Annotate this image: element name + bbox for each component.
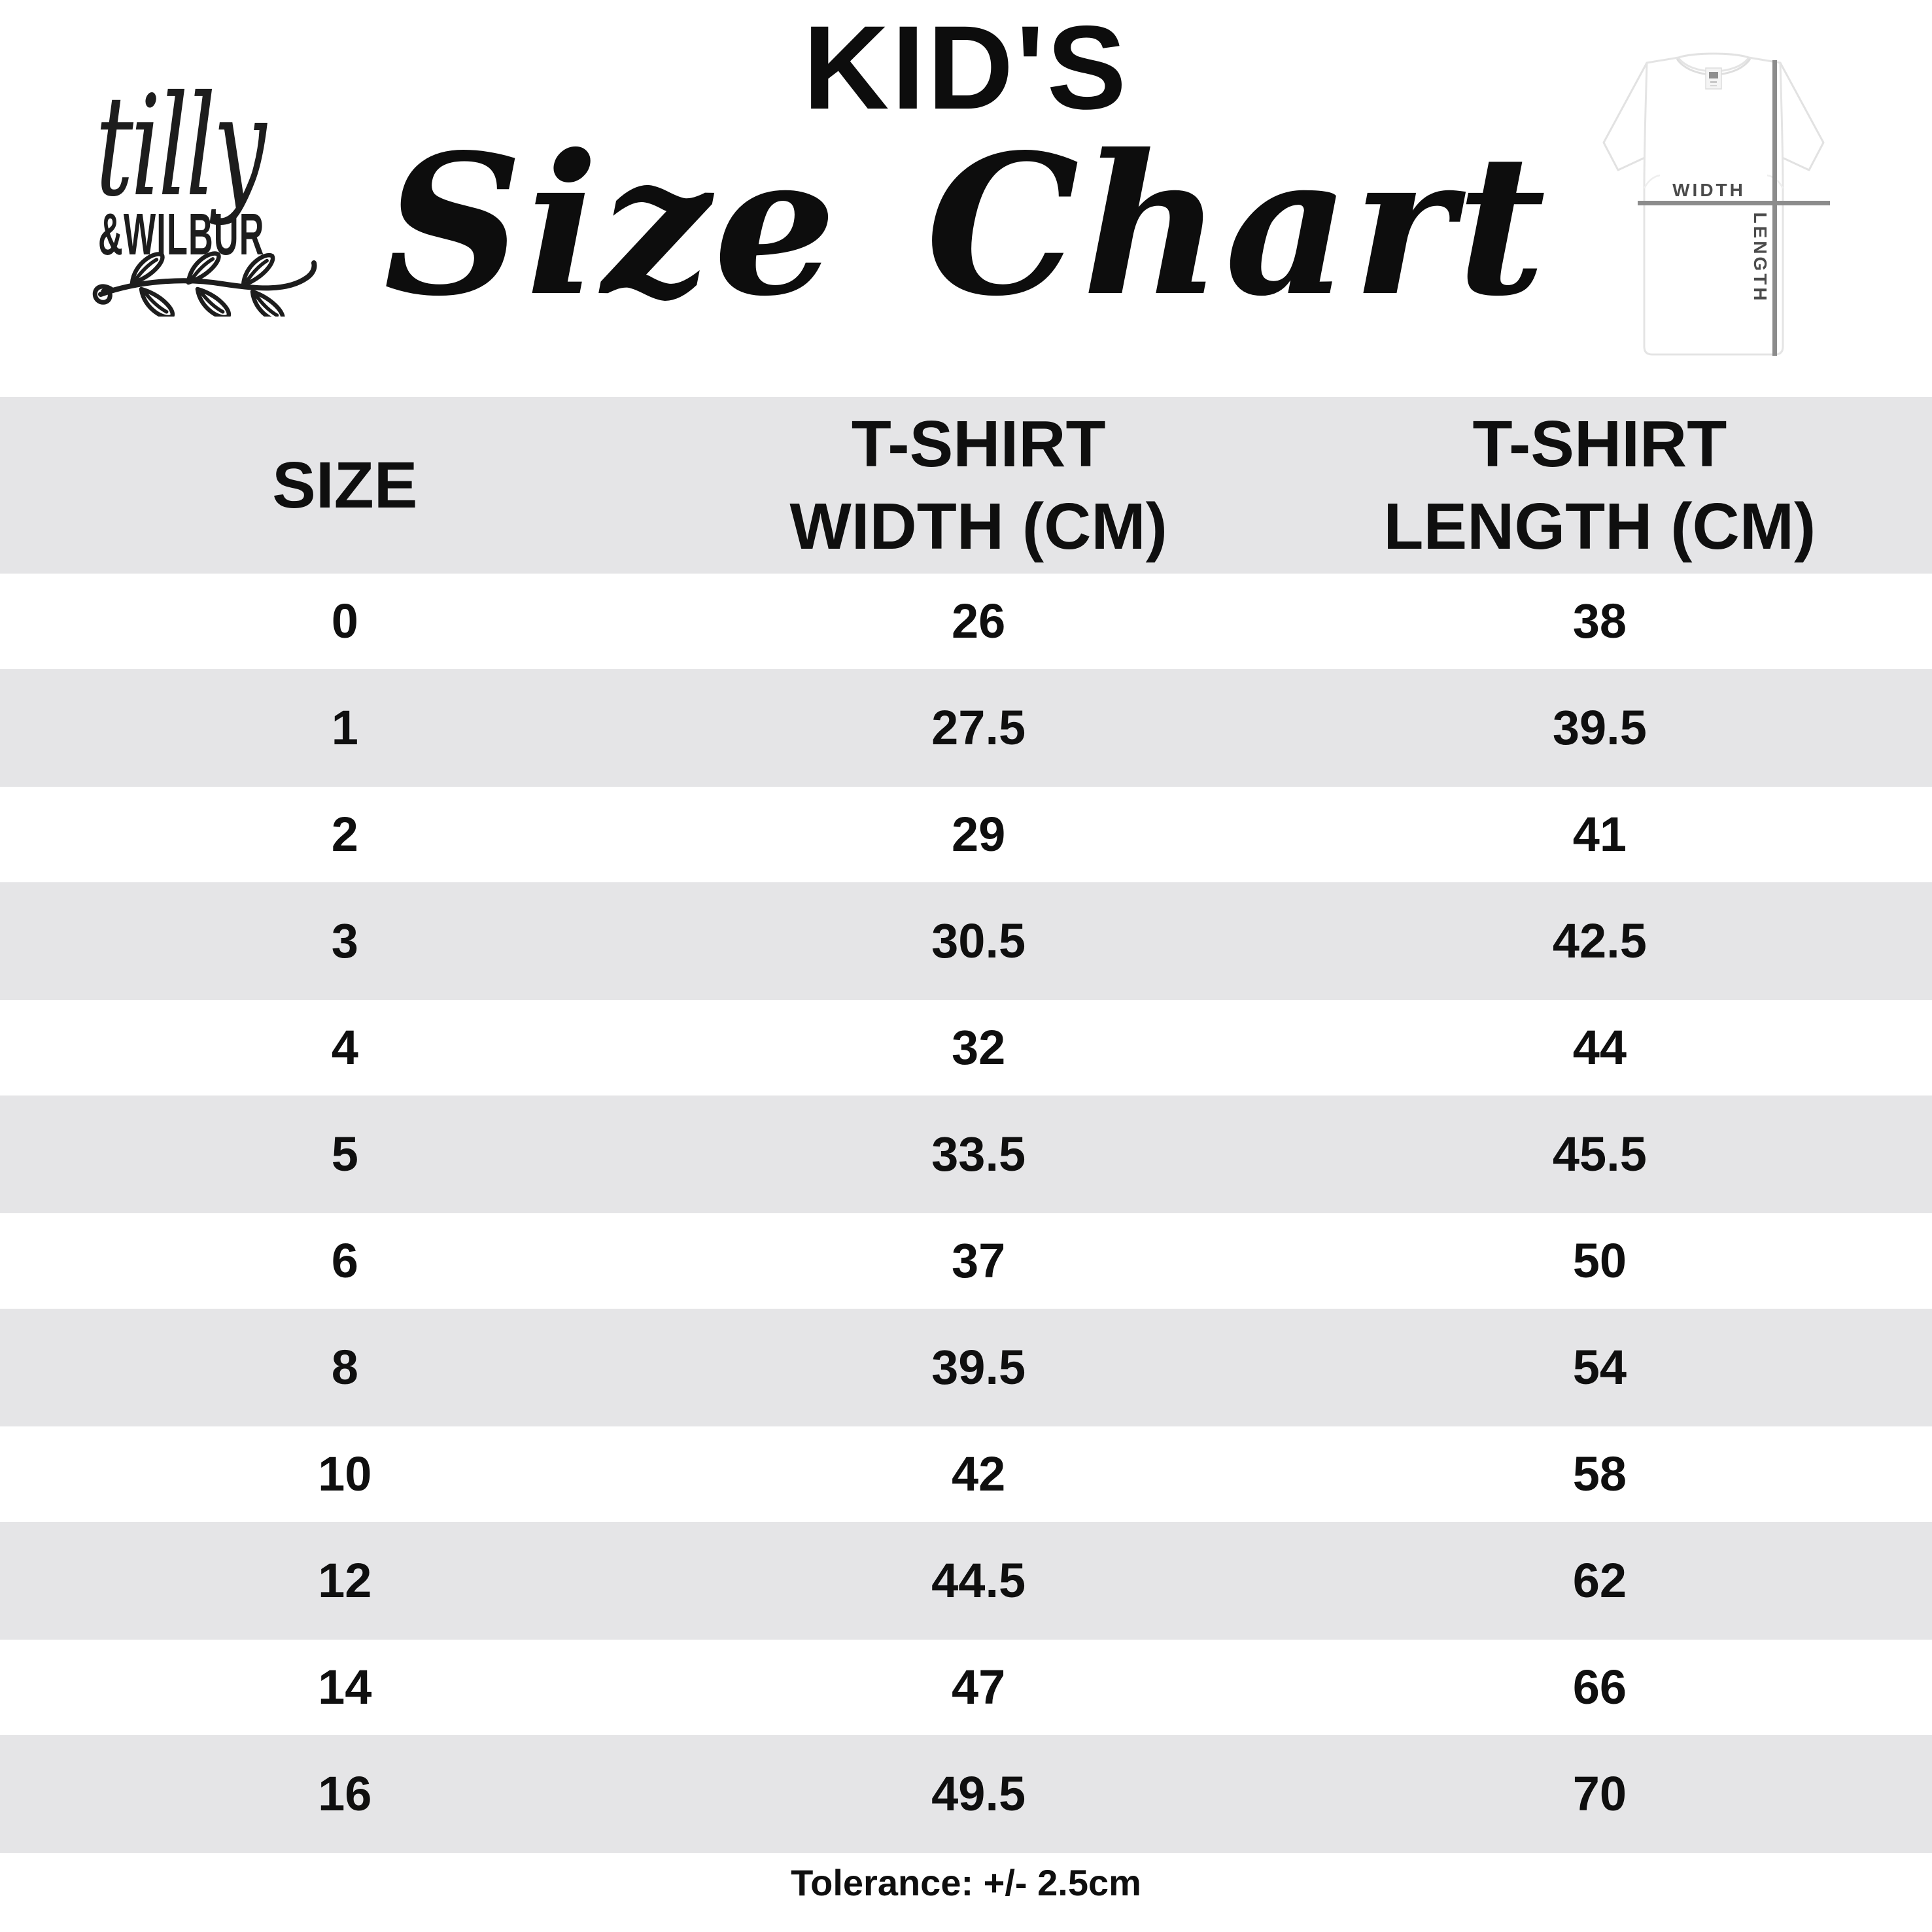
tshirt-collar-top [1678, 52, 1750, 59]
length-cell: 45.5 [1552, 1127, 1647, 1181]
length-cell: 38 [1572, 594, 1627, 648]
column-header-length: T-SHIRT LENGTH (CM) [1383, 407, 1816, 563]
length-measure-line [1772, 60, 1777, 356]
tshirt-body [1643, 56, 1784, 356]
title-kicker: KID'S [802, 1, 1130, 134]
table-row: 3 30.5 42.5 [0, 882, 1932, 1000]
length-cell: 42.5 [1552, 914, 1647, 968]
length-cell: 58 [1572, 1447, 1627, 1501]
brand-name-script: tilly [95, 65, 266, 227]
size-cell: 5 [331, 1127, 358, 1181]
width-cell: 47 [952, 1660, 1006, 1714]
width-cell: 39.5 [931, 1340, 1026, 1394]
table-row: 6 37 50 [0, 1213, 1932, 1309]
tolerance-note: Tolerance: +/- 2.5cm [791, 1862, 1141, 1903]
size-table: SIZE T-SHIRT WIDTH (CM) T-SHIRT LENGTH (… [0, 397, 1932, 1853]
width-cell: 37 [952, 1233, 1006, 1288]
table-row: 1 27.5 39.5 [0, 669, 1932, 787]
width-measure-line [1638, 201, 1830, 205]
brand-name-caps: &WILBUR [98, 202, 265, 267]
length-cell: 62 [1572, 1553, 1627, 1608]
table-row: 12 44.5 62 [0, 1522, 1932, 1640]
length-cell: 70 [1572, 1767, 1627, 1821]
page-title: Size Chart [383, 112, 1549, 339]
width-cell: 27.5 [931, 700, 1026, 755]
table-row: 10 42 58 [0, 1426, 1932, 1522]
width-cell: 33.5 [931, 1127, 1026, 1181]
width-cell: 26 [952, 594, 1006, 648]
width-cell: 44.5 [931, 1553, 1026, 1608]
size-cell: 8 [331, 1340, 358, 1394]
tshirt-neck-tag [1705, 67, 1722, 90]
size-cell: 0 [331, 594, 358, 648]
size-cell: 16 [318, 1767, 372, 1821]
length-cell: 44 [1572, 1020, 1627, 1075]
column-header-size: SIZE [272, 449, 418, 522]
length-cell: 41 [1572, 807, 1627, 861]
width-cell: 30.5 [931, 914, 1026, 968]
table-row: 8 39.5 54 [0, 1309, 1932, 1426]
width-cell: 32 [952, 1020, 1006, 1075]
table-row: 16 49.5 70 [0, 1735, 1932, 1853]
table-row: 5 33.5 45.5 [0, 1095, 1932, 1213]
length-diagram-label: LENGTH [1750, 212, 1770, 303]
table-row: 14 47 66 [0, 1640, 1932, 1735]
size-cell: 3 [331, 914, 358, 968]
column-header-width: T-SHIRT WIDTH (CM) [789, 407, 1167, 563]
length-cell: 50 [1572, 1233, 1627, 1288]
tshirt-crease-left [1643, 174, 1661, 189]
table-header-row: SIZE T-SHIRT WIDTH (CM) T-SHIRT LENGTH (… [0, 397, 1932, 574]
table-row: 2 29 41 [0, 787, 1932, 882]
length-cell: 54 [1572, 1340, 1627, 1394]
size-cell: 4 [331, 1020, 358, 1075]
size-cell: 6 [331, 1233, 358, 1288]
size-cell: 1 [331, 700, 358, 755]
width-diagram-label: WIDTH [1672, 180, 1746, 200]
length-cell: 39.5 [1552, 700, 1647, 755]
width-cell: 49.5 [931, 1767, 1026, 1821]
width-cell: 42 [952, 1447, 1006, 1501]
table-row: 4 32 44 [0, 1000, 1932, 1095]
table-row: 0 26 38 [0, 574, 1932, 669]
size-cell: 12 [318, 1553, 372, 1608]
size-cell: 14 [318, 1660, 372, 1714]
width-cell: 29 [952, 807, 1006, 861]
leaf-branch-icon [92, 249, 317, 317]
tshirt-diagram: WIDTH LENGTH [1602, 52, 1830, 356]
size-cell: 10 [318, 1447, 372, 1501]
size-cell: 2 [331, 807, 358, 861]
length-cell: 66 [1572, 1660, 1627, 1714]
